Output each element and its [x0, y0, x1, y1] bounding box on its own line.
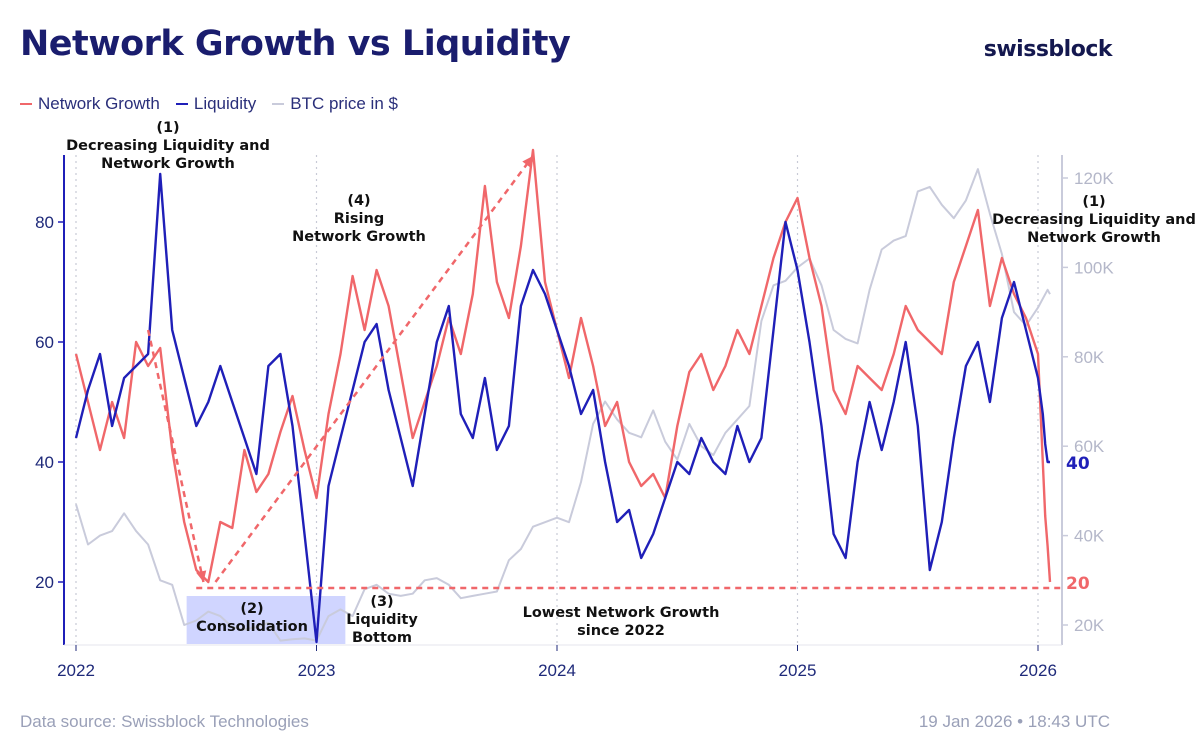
annotation-decreasing-2026: (1) Decreasing Liquidity and Network Growt…: [992, 194, 1196, 246]
annotation-line: Rising: [334, 211, 384, 227]
annotation-line: Decreasing Liquidity and: [992, 212, 1196, 228]
decline-arrow: [146, 329, 205, 583]
left-tick-label: 40: [35, 453, 54, 472]
data-source: Data source: Swissblock Technologies: [20, 712, 309, 731]
right-tick-label: 60K: [1074, 437, 1105, 456]
annotation-line: since 2022: [577, 623, 665, 639]
annotation-rising-network-growth: (4) Rising Network Growth: [292, 193, 426, 245]
rise-arrow: [214, 155, 534, 583]
rise-arrow-head: [522, 156, 533, 168]
legend: Network Growth Liquidity BTC price in $: [20, 94, 398, 114]
annotation-line: Network Growth: [292, 229, 426, 245]
annotation-line: (1): [1082, 194, 1105, 210]
x-tick-label: 2024: [538, 661, 576, 680]
legend-swatch-network-growth: [20, 103, 32, 105]
right-tick-label: 100K: [1074, 258, 1114, 277]
annotation-line: (3): [370, 594, 393, 610]
x-tick-label: 2022: [57, 661, 95, 680]
decline-arrow-head: [196, 570, 207, 582]
annotation-line: Lowest Network Growth: [523, 605, 720, 621]
annotation-liquidity-bottom: (3) Liquidity Bottom: [346, 594, 418, 646]
legend-label-btc-price: BTC price in $: [290, 94, 398, 113]
right-tick-label: 40K: [1074, 527, 1105, 546]
left-tick-label: 60: [35, 333, 54, 352]
annotation-line: Decreasing Liquidity and: [66, 138, 270, 154]
legend-item-network-growth[interactable]: Network Growth: [20, 94, 160, 114]
x-tick-label: 2026: [1019, 661, 1057, 680]
chart-title: Network Growth vs Liquidity: [20, 24, 571, 64]
right-tick-label: 120K: [1074, 169, 1114, 188]
annotation-decreasing-2022: (1) Decreasing Liquidity and Network Growt…: [66, 120, 270, 172]
annotation-line: Liquidity: [346, 612, 418, 628]
legend-label-liquidity: Liquidity: [193, 94, 257, 113]
annotation-line: Network Growth: [101, 156, 235, 172]
right-tick-label: 80K: [1074, 348, 1105, 367]
liquidity-end-label: 40: [1066, 454, 1090, 474]
left-tick-label: 80: [35, 213, 54, 232]
annotation-line: (4): [347, 193, 370, 209]
annotation-consolidation: (2) Consolidation: [196, 601, 308, 635]
network-growth-line: [74, 148, 1052, 584]
legend-item-liquidity[interactable]: Liquidity: [175, 94, 257, 114]
x-tick-label: 2025: [779, 661, 817, 680]
annotation-line: (2): [240, 601, 263, 617]
annotation-line: Bottom: [352, 630, 412, 646]
legend-item-btc-price[interactable]: BTC price in $: [272, 94, 398, 114]
timestamp: 19 Jan 2026 • 18:43 UTC: [918, 712, 1110, 731]
annotation-line: (1): [156, 120, 179, 136]
brand-logo: swissblock: [983, 37, 1113, 62]
left-tick-label: 20: [35, 573, 54, 592]
right-tick-label: 20K: [1074, 616, 1105, 635]
legend-swatch-liquidity: [175, 103, 188, 105]
annotation-line: Network Growth: [1027, 230, 1161, 246]
annotation-line: Consolidation: [196, 619, 308, 635]
legend-label-network-growth: Network Growth: [38, 94, 160, 113]
x-tick-label: 2023: [298, 661, 336, 680]
liquidity-line: [74, 172, 1050, 644]
network-growth-end-label: 20: [1066, 574, 1090, 594]
annotation-lowest-network-growth: Lowest Network Growth since 2022: [523, 605, 720, 639]
btc-price-line: [75, 168, 1051, 642]
legend-swatch-btc-price: [272, 103, 285, 105]
